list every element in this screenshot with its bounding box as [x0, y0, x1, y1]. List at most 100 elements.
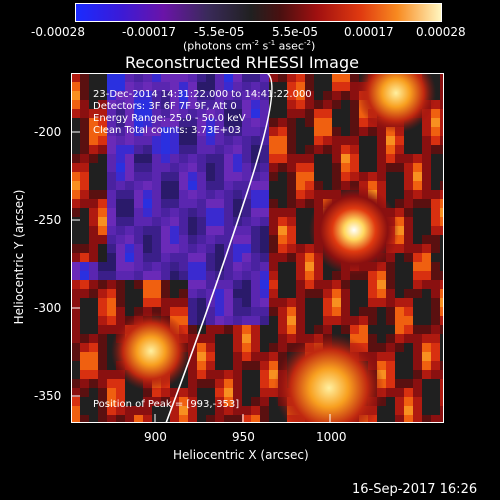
- image-pixel: [296, 280, 305, 289]
- image-pixel: [377, 352, 386, 361]
- image-pixel: [341, 82, 350, 91]
- image-pixel: [278, 154, 287, 163]
- image-pixel: [116, 289, 125, 298]
- image-pixel: [413, 136, 422, 145]
- image-pixel: [440, 118, 444, 127]
- image-pixel: [278, 253, 287, 262]
- image-pixel: [332, 73, 341, 82]
- image-pixel: [224, 334, 233, 343]
- image-pixel: [233, 100, 242, 109]
- image-pixel: [143, 217, 152, 226]
- image-pixel: [341, 298, 350, 307]
- image-pixel: [386, 190, 395, 199]
- colorbar-gradient: [75, 3, 442, 22]
- image-pixel: [89, 82, 98, 91]
- image-pixel: [422, 280, 431, 289]
- image-pixel: [215, 82, 224, 91]
- image-pixel: [179, 406, 188, 415]
- y-tick-label: -250: [34, 213, 62, 227]
- image-pixel: [260, 271, 269, 280]
- image-pixel: [116, 82, 125, 91]
- image-pixel: [197, 244, 206, 253]
- image-pixel: [233, 181, 242, 190]
- image-pixel: [197, 181, 206, 190]
- image-pixel: [278, 118, 287, 127]
- image-pixel: [116, 406, 125, 415]
- image-pixel: [206, 307, 215, 316]
- image-pixel: [224, 262, 233, 271]
- image-pixel: [242, 280, 251, 289]
- image-pixel: [89, 145, 98, 154]
- image-pixel: [296, 325, 305, 334]
- image-pixel: [269, 397, 278, 406]
- image-pixel: [431, 82, 440, 91]
- image-pixel: [161, 73, 170, 82]
- image-pixel: [377, 406, 386, 415]
- image-pixel: [143, 271, 152, 280]
- image-pixel: [125, 181, 134, 190]
- image-pixel: [323, 280, 332, 289]
- image-pixel: [125, 73, 134, 82]
- image-pixel: [98, 163, 107, 172]
- image-pixel: [431, 334, 440, 343]
- image-pixel: [350, 91, 359, 100]
- image-pixel: [116, 388, 125, 397]
- image-pixel: [188, 370, 197, 379]
- image-pixel: [431, 316, 440, 325]
- image-pixel: [161, 289, 170, 298]
- image-pixel: [251, 325, 260, 334]
- image-pixel: [107, 379, 116, 388]
- image-pixel: [260, 316, 269, 325]
- image-pixel: [287, 334, 296, 343]
- image-pixel: [89, 199, 98, 208]
- image-pixel: [305, 82, 314, 91]
- image-pixel: [224, 388, 233, 397]
- image-pixel: [305, 325, 314, 334]
- image-pixel: [422, 217, 431, 226]
- image-pixel: [260, 325, 269, 334]
- image-pixel: [296, 307, 305, 316]
- image-pixel: [296, 100, 305, 109]
- lower-source: [274, 333, 384, 423]
- image-pixel: [80, 298, 89, 307]
- image-pixel: [179, 388, 188, 397]
- image-pixel: [422, 388, 431, 397]
- image-pixel: [98, 388, 107, 397]
- image-pixel: [269, 199, 278, 208]
- image-pixel: [143, 163, 152, 172]
- image-pixel: [116, 100, 125, 109]
- image-pixel: [341, 127, 350, 136]
- image-pixel: [161, 388, 170, 397]
- image-pixel: [242, 343, 251, 352]
- image-pixel: [395, 253, 404, 262]
- image-pixel: [233, 127, 242, 136]
- image-pixel: [197, 91, 206, 100]
- image-pixel: [143, 235, 152, 244]
- image-pixel: [116, 109, 125, 118]
- image-pixel: [251, 289, 260, 298]
- image-pixel: [413, 253, 422, 262]
- image-pixel: [404, 262, 413, 271]
- image-pixel: [80, 316, 89, 325]
- image-pixel: [395, 316, 404, 325]
- image-pixel: [260, 253, 269, 262]
- image-pixel: [98, 316, 107, 325]
- image-pixel: [440, 388, 444, 397]
- image-pixel: [323, 127, 332, 136]
- image-pixel: [116, 199, 125, 208]
- image-pixel: [278, 217, 287, 226]
- image-pixel: [431, 127, 440, 136]
- image-pixel: [71, 397, 80, 406]
- image-pixel: [440, 226, 444, 235]
- image-pixel: [206, 226, 215, 235]
- image-pixel: [134, 280, 143, 289]
- image-pixel: [197, 316, 206, 325]
- image-pixel: [161, 235, 170, 244]
- image-pixel: [125, 190, 134, 199]
- image-pixel: [395, 244, 404, 253]
- image-pixel: [143, 226, 152, 235]
- image-pixel: [170, 91, 179, 100]
- image-pixel: [287, 136, 296, 145]
- image-pixel: [215, 352, 224, 361]
- image-pixel: [116, 379, 125, 388]
